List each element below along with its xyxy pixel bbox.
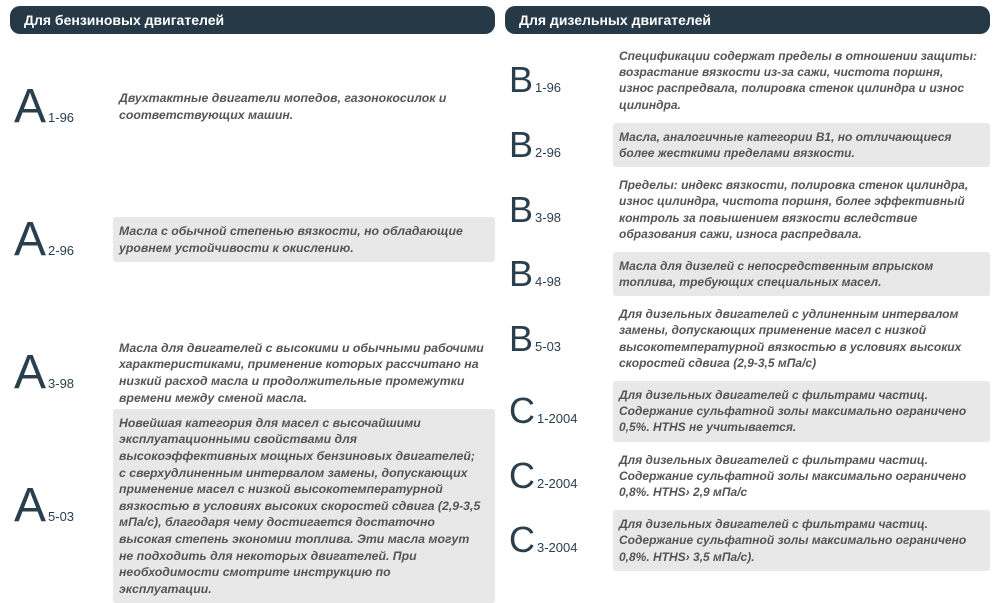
- spec-letter: A: [14, 482, 46, 530]
- spec-row: B 4-98 Масла для дизелей с непосредствен…: [505, 250, 990, 298]
- spec-code: C 2-2004: [505, 458, 605, 494]
- spec-suffix: 1-96: [535, 80, 561, 95]
- spec-letter: B: [509, 321, 533, 357]
- spec-code: B 3-98: [505, 192, 605, 228]
- spec-row: C 2-2004 Для дизельных двигателей с филь…: [505, 444, 990, 509]
- spec-letter: C: [509, 393, 535, 429]
- spec-letter: A: [14, 83, 46, 131]
- spec-suffix: 2-2004: [537, 476, 577, 491]
- spec-code: A 3-98: [10, 349, 105, 397]
- spec-description: Для дизельных двигателей с фильтрами час…: [613, 510, 990, 571]
- spec-code: B 5-03: [505, 321, 605, 357]
- left-column-header: Для бензиновых двигателей: [10, 6, 495, 34]
- spec-letter: B: [509, 192, 533, 228]
- spec-description: Пределы: индекс вязкости, полировка стен…: [613, 171, 990, 248]
- right-column: Для дизельных двигателей B 1-96 Специфик…: [505, 6, 990, 573]
- right-column-header: Для дизельных двигателей: [505, 6, 990, 34]
- left-column: Для бензиновых двигателей A 1-96 Двухтак…: [10, 6, 495, 573]
- spec-letter: B: [509, 62, 533, 98]
- spec-row: A 5-03 Новейшая категория для масел с вы…: [10, 440, 495, 573]
- spec-row: A 1-96 Двухтактные двигатели мопедов, га…: [10, 40, 495, 173]
- spec-suffix: 5-03: [48, 509, 74, 524]
- spec-letter: A: [14, 349, 46, 397]
- spec-row: B 2-96 Масла, аналогичные категории В1, …: [505, 121, 990, 169]
- spec-code: B 1-96: [505, 62, 605, 98]
- spec-code: B 4-98: [505, 256, 605, 292]
- spec-suffix: 3-2004: [537, 540, 577, 555]
- spec-suffix: 4-98: [535, 274, 561, 289]
- spec-suffix: 2-96: [535, 145, 561, 160]
- spec-letter: C: [509, 522, 535, 558]
- spec-suffix: 3-98: [48, 376, 74, 391]
- spec-description: Масла, аналогичные категории В1, но отли…: [613, 123, 990, 167]
- spec-letter: B: [509, 256, 533, 292]
- spec-suffix: 3-98: [535, 210, 561, 225]
- spec-description: Масла для дизелей с непосредственным впр…: [613, 252, 990, 296]
- spec-letter: A: [14, 216, 46, 264]
- spec-description: Спецификации содержат пределы в отношени…: [613, 42, 990, 119]
- spec-letter: B: [509, 127, 533, 163]
- spec-code: B 2-96: [505, 127, 605, 163]
- spec-suffix: 1-96: [48, 110, 74, 125]
- spec-suffix: 2-96: [48, 243, 74, 258]
- spec-description: Для дизельных двигателей с удлиненным ин…: [613, 300, 990, 377]
- spec-description: Масла для двигателей с высокими и обычны…: [113, 334, 495, 412]
- spec-description: Новейшая категория для масел с высочайши…: [113, 409, 495, 603]
- spec-description: Для дизельных двигателей с фильтрами час…: [613, 446, 990, 507]
- spec-row: A 2-96 Масла с обычной степенью вязкости…: [10, 173, 495, 306]
- spec-table-container: Для бензиновых двигателей A 1-96 Двухтак…: [0, 0, 1000, 579]
- spec-code: A 2-96: [10, 216, 105, 264]
- spec-row: B 1-96 Спецификации содержат пределы в о…: [505, 40, 990, 121]
- spec-suffix: 5-03: [535, 339, 561, 354]
- spec-description: Масла с обычной степенью вязкости, но об…: [113, 217, 495, 262]
- spec-code: A 1-96: [10, 83, 105, 131]
- spec-description: Двухтактные двигатели мопедов, газонокос…: [113, 84, 495, 129]
- spec-code: A 5-03: [10, 482, 105, 530]
- spec-row: B 3-98 Пределы: индекс вязкости, полиров…: [505, 169, 990, 250]
- spec-code: C 3-2004: [505, 522, 605, 558]
- spec-row: C 3-2004 Для дизельных двигателей с филь…: [505, 508, 990, 573]
- spec-letter: C: [509, 458, 535, 494]
- spec-suffix: 1-2004: [537, 411, 577, 426]
- spec-row: C 1-2004 Для дизельных двигателей с филь…: [505, 379, 990, 444]
- spec-row: B 5-03 Для дизельных двигателей с удлине…: [505, 298, 990, 379]
- spec-description: Для дизельных двигателей с фильтрами час…: [613, 381, 990, 442]
- spec-code: C 1-2004: [505, 393, 605, 429]
